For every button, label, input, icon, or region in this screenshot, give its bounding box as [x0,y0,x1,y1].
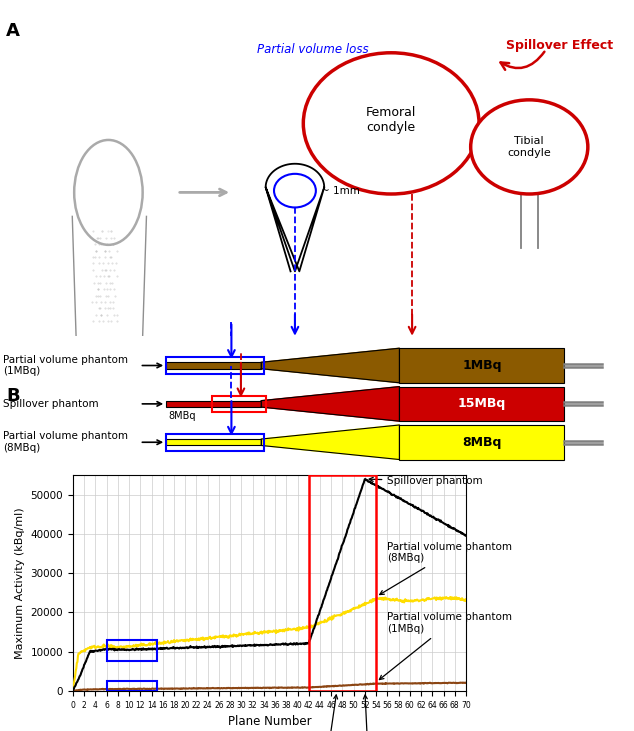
Bar [399,348,564,383]
Polygon shape [261,348,399,383]
Text: Spillover phantom: Spillover phantom [3,399,99,409]
Polygon shape [261,387,399,421]
Bar [166,363,261,368]
Text: Partial volume phantom
(8MBq): Partial volume phantom (8MBq) [380,542,512,594]
FancyArrowPatch shape [500,52,545,70]
Y-axis label: Maximum Activity (kBq/ml): Maximum Activity (kBq/ml) [15,507,25,659]
Text: 8MBq: 8MBq [168,411,195,421]
Text: 1MBq: 1MBq [462,359,501,372]
Text: Interface
(Plane 52): Interface (Plane 52) [342,695,393,731]
Bar [166,434,264,450]
Bar [212,395,266,412]
Bar [166,357,264,374]
Bar [107,681,157,691]
Bar [309,475,376,691]
X-axis label: Plane Number: Plane Number [228,715,311,728]
Text: 15MBq: 15MBq [458,398,506,410]
Text: ~ 1mm: ~ 1mm [321,186,359,196]
Text: Femoral
condyle: Femoral condyle [366,106,417,134]
Ellipse shape [82,148,135,238]
Text: Partial volume phantom
(8MBq): Partial volume phantom (8MBq) [3,431,128,453]
Text: Partial volume loss: Partial volume loss [257,42,369,56]
Bar [166,401,261,407]
Bar [399,425,564,460]
Circle shape [470,100,588,194]
Bar [166,439,261,445]
Bar [399,387,564,421]
Text: Partial volume phantom
(1MBq): Partial volume phantom (1MBq) [379,613,512,680]
Polygon shape [261,425,399,460]
Circle shape [303,53,479,194]
Text: Partial volume phantom
(1MBq): Partial volume phantom (1MBq) [3,355,128,376]
Text: Spillover phantom: Spillover phantom [369,476,483,486]
Text: Centre
(Plane 47): Centre (Plane 47) [303,695,354,731]
Text: Tibial
condyle: Tibial condyle [507,136,551,158]
Bar [107,640,157,662]
Text: Spillover Effect: Spillover Effect [506,39,613,53]
Text: 8MBq: 8MBq [462,436,501,449]
Ellipse shape [89,159,127,225]
Text: B: B [6,387,20,406]
Text: A: A [6,22,20,40]
